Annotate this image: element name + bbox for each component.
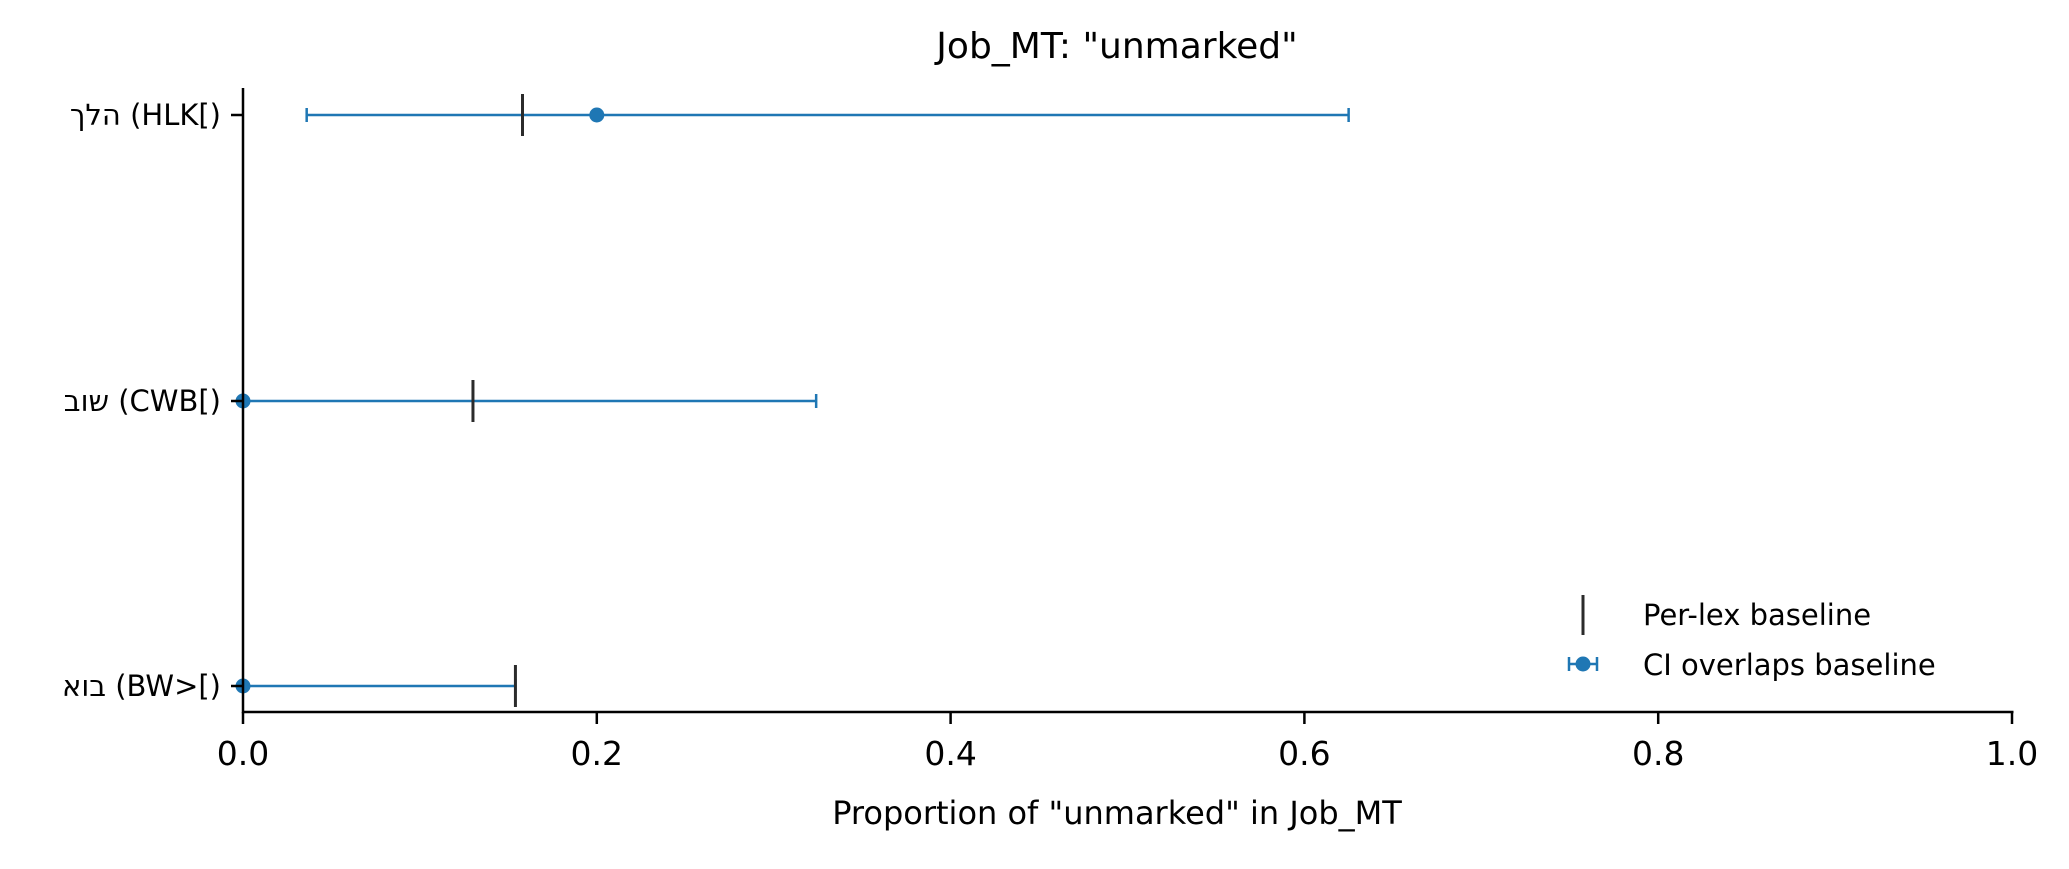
y-tick-label-0: הלך (HLK[) (70, 98, 221, 132)
x-tick-label-3: 0.6 (1278, 734, 1330, 773)
legend-ci-point (1575, 656, 1591, 672)
x-tick-label-2: 0.4 (924, 734, 976, 773)
legend-label-ci: CI overlaps baseline (1643, 648, 1936, 682)
x-tick-label-4: 0.8 (1632, 734, 1684, 773)
ci-point-0 (589, 107, 605, 123)
x-tick-label-1: 0.2 (571, 734, 623, 773)
axes: 0.0 0.2 0.4 0.6 0.8 1.0 הלך (HLK[) שוב (CWB[) בו… (62, 88, 2038, 773)
plot-area (235, 94, 1350, 707)
legend-label-baseline: Per-lex baseline (1643, 598, 1871, 632)
x-tick-label-5: 1.0 (1986, 734, 2038, 773)
y-tick-label-1: שוב (CWB[) (64, 384, 221, 418)
legend: Per-lex baseline CI overlaps baseline (1567, 595, 1936, 682)
x-tick-label-0: 0.0 (217, 734, 269, 773)
chart-title: Job_MT: "unmarked" (934, 26, 1297, 67)
x-axis-label: Proportion of "unmarked" in Job_MT (832, 794, 1402, 832)
y-tick-label-2: בוא (BW>[) (62, 669, 221, 703)
